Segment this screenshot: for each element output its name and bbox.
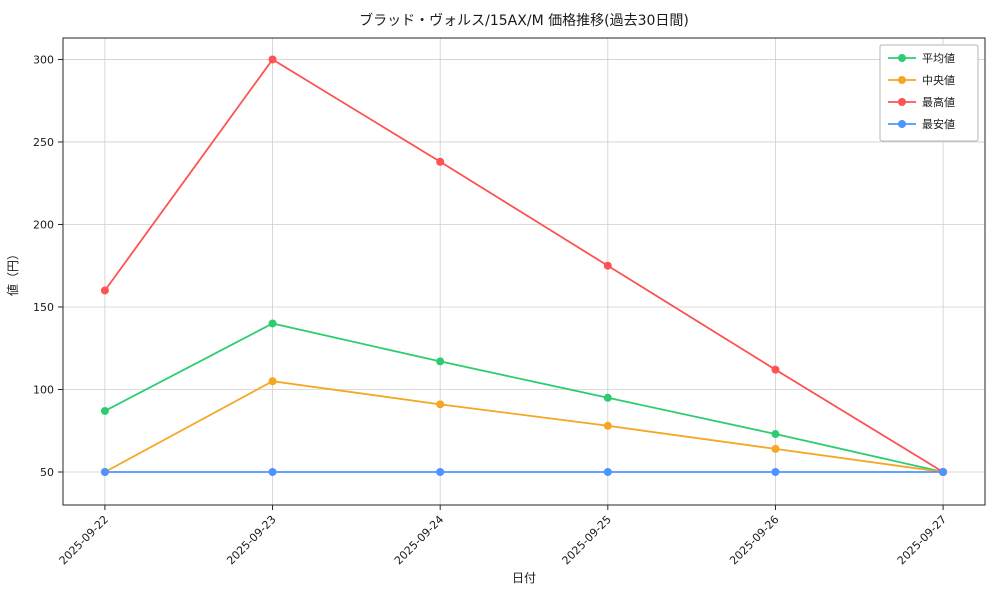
legend-label: 最安値 — [922, 117, 955, 131]
data-point-marker — [603, 261, 612, 270]
data-point-marker — [436, 157, 445, 166]
data-point-marker — [100, 286, 109, 295]
legend-marker — [898, 54, 906, 62]
x-axis-label: 日付 — [512, 571, 536, 585]
data-point-marker — [771, 467, 780, 476]
x-tick-label: 2025-09-27 — [895, 513, 949, 567]
y-tick-label: 300 — [33, 53, 54, 66]
legend-label: 中央値 — [922, 74, 955, 87]
series-line — [104, 322, 944, 473]
legend-marker — [898, 120, 906, 128]
data-point-marker — [771, 430, 780, 439]
data-point-marker — [268, 377, 277, 386]
x-tick-label: 2025-09-26 — [727, 513, 781, 567]
legend-label: 最高値 — [922, 95, 955, 109]
y-axis-label: 値（円） — [5, 248, 20, 296]
series-2 — [100, 55, 948, 476]
series-3 — [100, 467, 948, 476]
data-point-marker — [436, 357, 445, 366]
legend-marker — [898, 98, 906, 106]
y-tick-label: 200 — [33, 218, 54, 231]
data-point-marker — [771, 444, 780, 453]
axes-frame — [62, 37, 986, 506]
legend-label: 平均値 — [922, 52, 955, 65]
data-point-marker — [268, 319, 277, 328]
data-point-marker — [100, 467, 109, 476]
chart-title: ブラッド・ヴォルス/15AX/M 価格推移(過去30日間) — [359, 12, 689, 29]
plot-area: 50 100 150 200 250 300 2025-09-22 2025-09-23 202… — [33, 37, 986, 567]
x-tick-label: 2025-09-23 — [224, 513, 278, 567]
series-1 — [100, 377, 948, 476]
data-point-marker — [603, 393, 612, 402]
data-point-marker — [100, 406, 109, 415]
series-line — [104, 58, 944, 473]
x-tick-label: 2025-09-25 — [560, 513, 614, 567]
series-line — [104, 380, 944, 473]
tick-marks — [58, 58, 944, 510]
data-point-marker — [268, 467, 277, 476]
data-point-marker — [603, 421, 612, 430]
tick-labels: 50 100 150 200 250 300 2025-09-22 2025-09-23 202… — [33, 53, 949, 567]
legend-marker — [898, 76, 906, 84]
grid-lines — [63, 38, 985, 505]
y-tick-label: 100 — [33, 383, 54, 396]
data-point-marker — [268, 55, 277, 64]
y-tick-label: 150 — [33, 301, 54, 314]
x-tick-label: 2025-09-24 — [392, 513, 446, 567]
legend-box — [879, 44, 979, 142]
data-point-marker — [436, 467, 445, 476]
data-point-marker — [939, 467, 948, 476]
y-tick-label: 50 — [40, 466, 54, 479]
y-tick-label: 250 — [33, 136, 54, 149]
data-point-marker — [603, 467, 612, 476]
data-point-marker — [436, 400, 445, 409]
x-tick-label: 2025-09-22 — [57, 513, 111, 567]
data-point-marker — [771, 365, 780, 374]
